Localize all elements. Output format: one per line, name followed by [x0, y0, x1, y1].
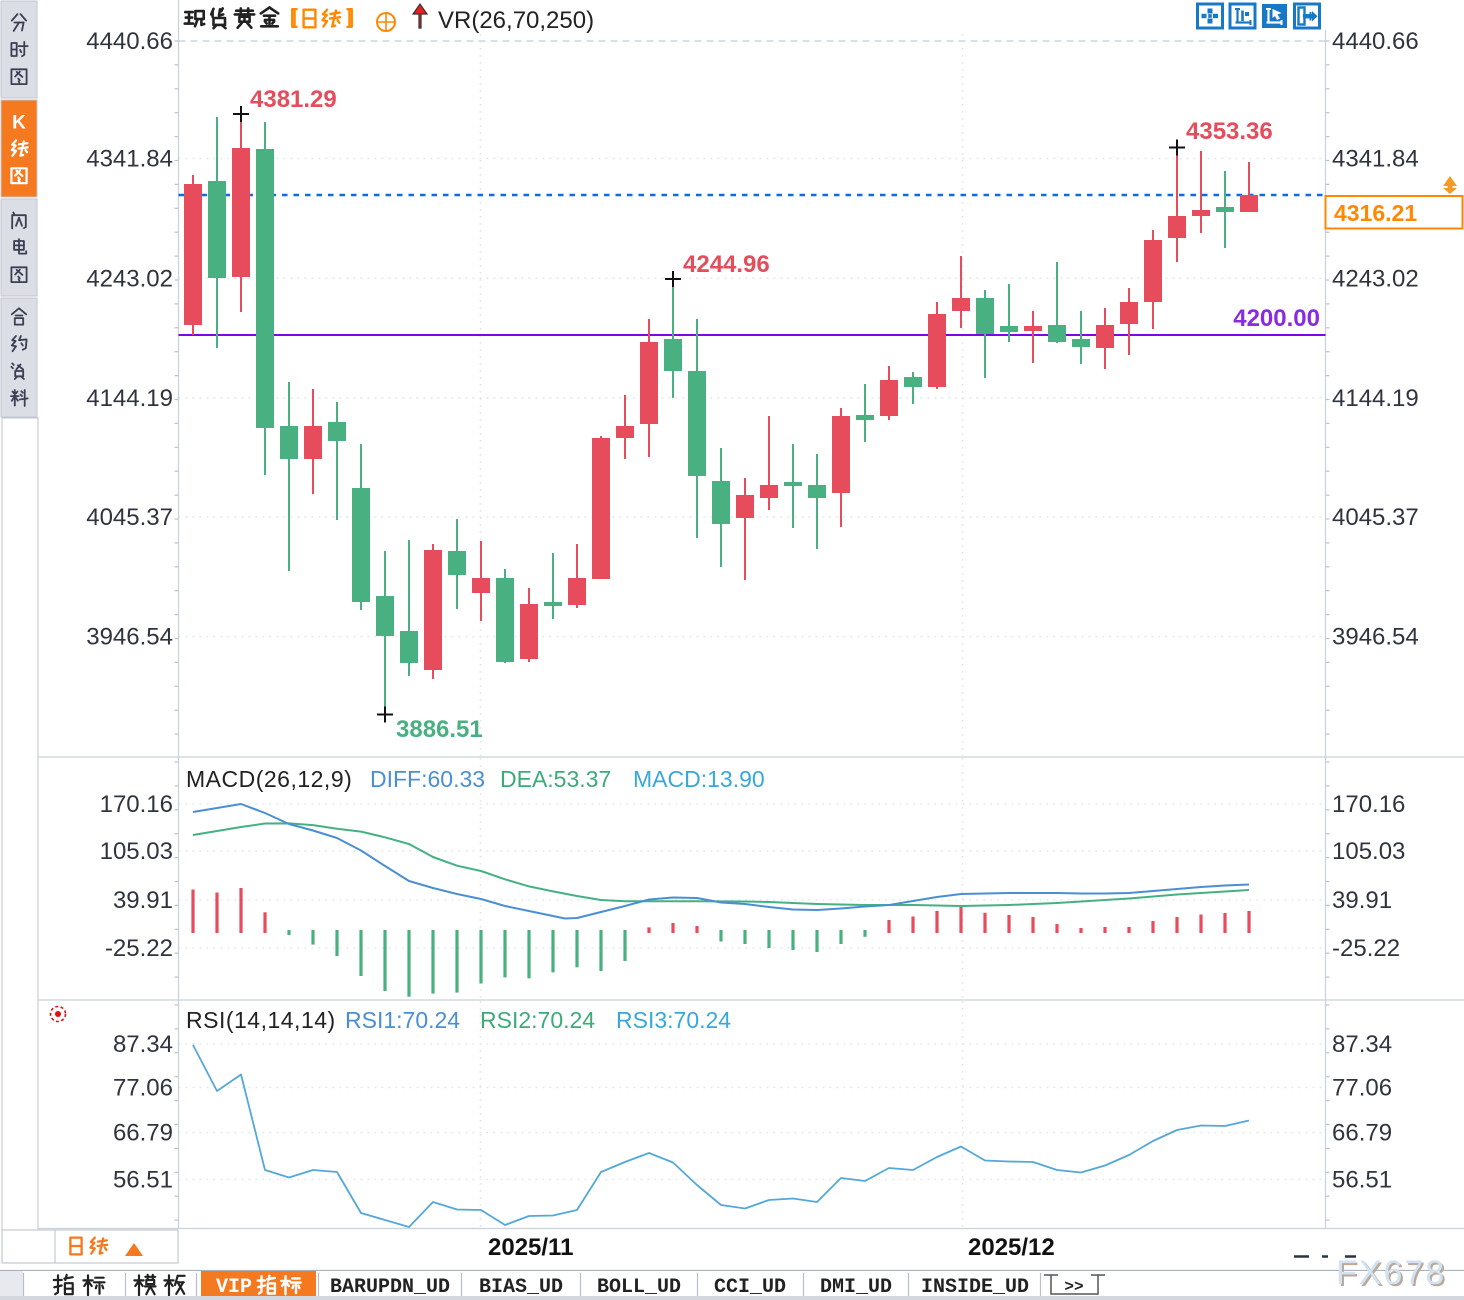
svg-text:87.34: 87.34 [1332, 1031, 1392, 1058]
svg-text:4381.29: 4381.29 [250, 86, 337, 113]
svg-text:DMI_UD: DMI_UD [820, 1276, 892, 1299]
svg-text:RSI3:70.24: RSI3:70.24 [616, 1007, 731, 1033]
svg-text:4200.00: 4200.00 [1233, 305, 1320, 332]
svg-text:105.03: 105.03 [100, 838, 173, 865]
svg-text:MACD:13.90: MACD:13.90 [633, 766, 765, 792]
svg-text:4045.37: 4045.37 [1332, 504, 1419, 531]
svg-text:87.34: 87.34 [113, 1031, 173, 1058]
svg-text:4316.21: 4316.21 [1334, 200, 1417, 226]
svg-text:BARUPDN_UD: BARUPDN_UD [330, 1276, 450, 1299]
svg-text:4341.84: 4341.84 [86, 146, 173, 173]
svg-text:BOLL_UD: BOLL_UD [597, 1276, 681, 1299]
svg-text:39.91: 39.91 [1332, 887, 1392, 914]
svg-text:4341.84: 4341.84 [1332, 146, 1419, 173]
svg-text:56.51: 56.51 [113, 1167, 173, 1194]
svg-text:>>: >> [1064, 1278, 1083, 1296]
svg-text:2025/12: 2025/12 [968, 1234, 1055, 1261]
svg-text:4353.36: 4353.36 [1186, 118, 1273, 145]
svg-text:CCI_UD: CCI_UD [714, 1276, 786, 1299]
svg-text:2025/11: 2025/11 [488, 1234, 573, 1261]
svg-text:4244.96: 4244.96 [683, 251, 770, 278]
svg-text:170.16: 170.16 [1332, 791, 1405, 818]
svg-text:RSI1:70.24: RSI1:70.24 [345, 1007, 460, 1033]
svg-text:77.06: 77.06 [1332, 1075, 1392, 1102]
svg-text:VR(26,70,250): VR(26,70,250) [438, 7, 594, 34]
svg-text:4243.02: 4243.02 [86, 265, 173, 292]
svg-text:39.91: 39.91 [113, 887, 173, 914]
svg-text:66.79: 66.79 [113, 1120, 173, 1147]
svg-text:66.79: 66.79 [1332, 1120, 1392, 1147]
svg-text:RSI(14,14,14): RSI(14,14,14) [186, 1007, 336, 1033]
svg-text:DEA:53.37: DEA:53.37 [500, 766, 611, 792]
svg-text:105.03: 105.03 [1332, 838, 1405, 865]
svg-text:RSI2:70.24: RSI2:70.24 [480, 1007, 595, 1033]
svg-text:BIAS_UD: BIAS_UD [479, 1276, 563, 1299]
svg-text:-25.22: -25.22 [1332, 935, 1400, 962]
svg-text:MACD(26,12,9): MACD(26,12,9) [186, 766, 352, 792]
svg-text:K: K [12, 112, 26, 133]
svg-text:INSIDE_UD: INSIDE_UD [921, 1276, 1029, 1299]
svg-text:-25.22: -25.22 [105, 935, 173, 962]
svg-text:4440.66: 4440.66 [1332, 28, 1419, 55]
svg-text:3946.54: 3946.54 [86, 624, 173, 651]
svg-text:3946.54: 3946.54 [1332, 624, 1419, 651]
svg-text:4243.02: 4243.02 [1332, 265, 1419, 292]
svg-text:77.06: 77.06 [113, 1075, 173, 1102]
svg-text:4045.37: 4045.37 [86, 504, 173, 531]
svg-text:4144.19: 4144.19 [86, 385, 173, 412]
svg-text:FX678: FX678 [1336, 1254, 1446, 1292]
svg-text:4144.19: 4144.19 [1332, 385, 1419, 412]
svg-text:DIFF:60.33: DIFF:60.33 [370, 766, 485, 792]
svg-text:56.51: 56.51 [1332, 1167, 1392, 1194]
svg-text:4440.66: 4440.66 [86, 28, 173, 55]
svg-text:170.16: 170.16 [100, 791, 173, 818]
svg-text:FX678: FX678 [1338, 1256, 1448, 1294]
svg-text:VIP: VIP [216, 1276, 252, 1299]
svg-text:3886.51: 3886.51 [396, 716, 483, 743]
